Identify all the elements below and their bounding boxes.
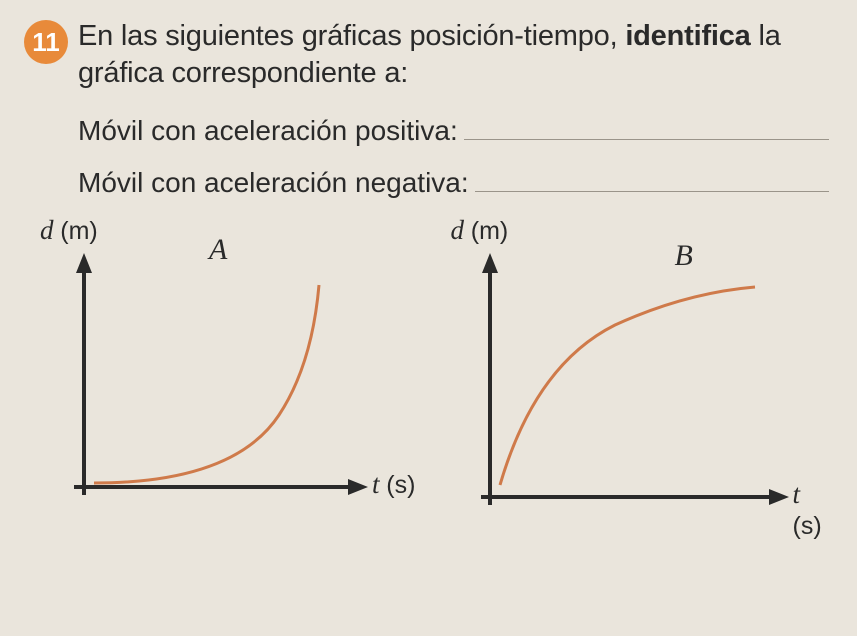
- chart-b-x-label: t (s): [793, 479, 830, 541]
- chart-a-x-unit: (s): [386, 471, 415, 499]
- chart-b-x-unit: (s): [793, 512, 822, 540]
- chart-b-x-sym: t: [793, 479, 801, 509]
- chart-b-x-arrow: [769, 489, 789, 505]
- charts-row: d (m) A t (s) d (m) B: [34, 215, 829, 525]
- chart-a: d (m) A t (s): [34, 215, 419, 525]
- question-text-bold: identifica: [625, 20, 750, 52]
- chart-b-curve: [500, 287, 755, 485]
- chart-a-x-label: t (s): [372, 469, 415, 500]
- prompt-negative-label: Móvil con aceleración negativa:: [78, 167, 469, 199]
- chart-a-svg: [34, 215, 429, 525]
- chart-a-y-arrow: [76, 253, 92, 273]
- question-text-part1: En las siguientes gráficas posición-tiem…: [78, 20, 625, 52]
- chart-a-curve: [94, 285, 319, 483]
- question-text: En las siguientes gráficas posición-tiem…: [78, 18, 829, 92]
- blank-positive[interactable]: [464, 110, 829, 139]
- prompt-positive: Móvil con aceleración positiva:: [78, 110, 829, 146]
- blank-negative[interactable]: [475, 163, 829, 192]
- chart-a-x-arrow: [348, 479, 368, 495]
- prompt-positive-label: Móvil con aceleración positiva:: [78, 115, 458, 147]
- question-header: 11 En las siguientes gráficas posición-t…: [24, 18, 829, 92]
- chart-b: d (m) B t (s): [445, 215, 830, 525]
- chart-a-x-sym: t: [372, 469, 380, 499]
- prompt-negative: Móvil con aceleración negativa:: [78, 163, 829, 199]
- question-number-badge: 11: [24, 20, 68, 64]
- chart-b-y-arrow: [482, 253, 498, 273]
- chart-b-svg: [445, 215, 840, 525]
